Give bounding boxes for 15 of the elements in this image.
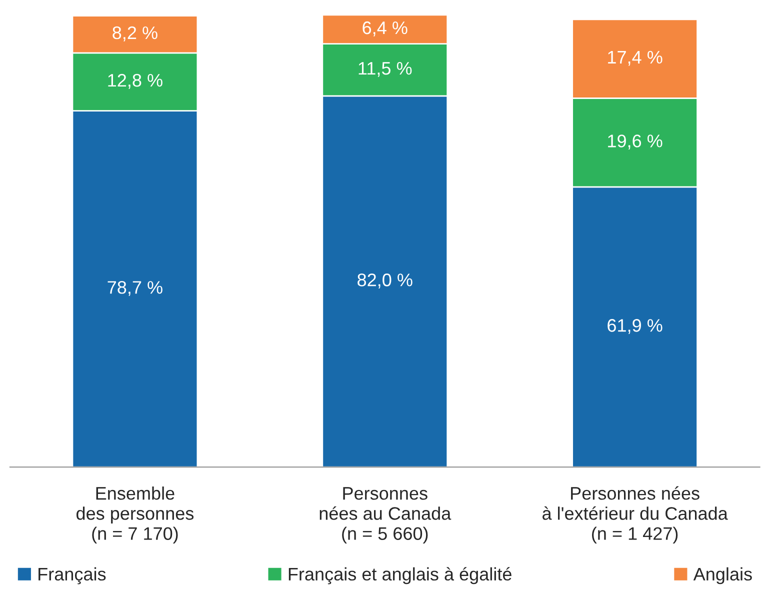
data-label: 6,4 %	[362, 21, 408, 36]
data-label: 61,9 %	[608, 319, 662, 334]
data-label: 8,2 %	[112, 26, 158, 42]
x-tick-label: Personnes nées au Canada (n = 5 660)	[320, 487, 452, 544]
legend-label: Français et anglais à égalité	[288, 567, 512, 584]
x-tick-label: Ensemble des personnes (n = 7 170)	[76, 486, 194, 544]
legend-label: Anglais	[693, 567, 752, 584]
data-label: 17,4 %	[608, 50, 662, 66]
legend-label: Français	[38, 567, 106, 584]
data-label: 12,8 %	[108, 74, 162, 89]
data-label: 78,7 %	[108, 281, 162, 296]
data-label: 82,0 %	[358, 274, 412, 288]
data-label: 19,6 %	[608, 134, 662, 150]
x-tick-label: Personnes nées à l'extérieur du Canada (n = 1 427)	[542, 486, 728, 544]
data-label: 11,5 %	[358, 62, 412, 77]
